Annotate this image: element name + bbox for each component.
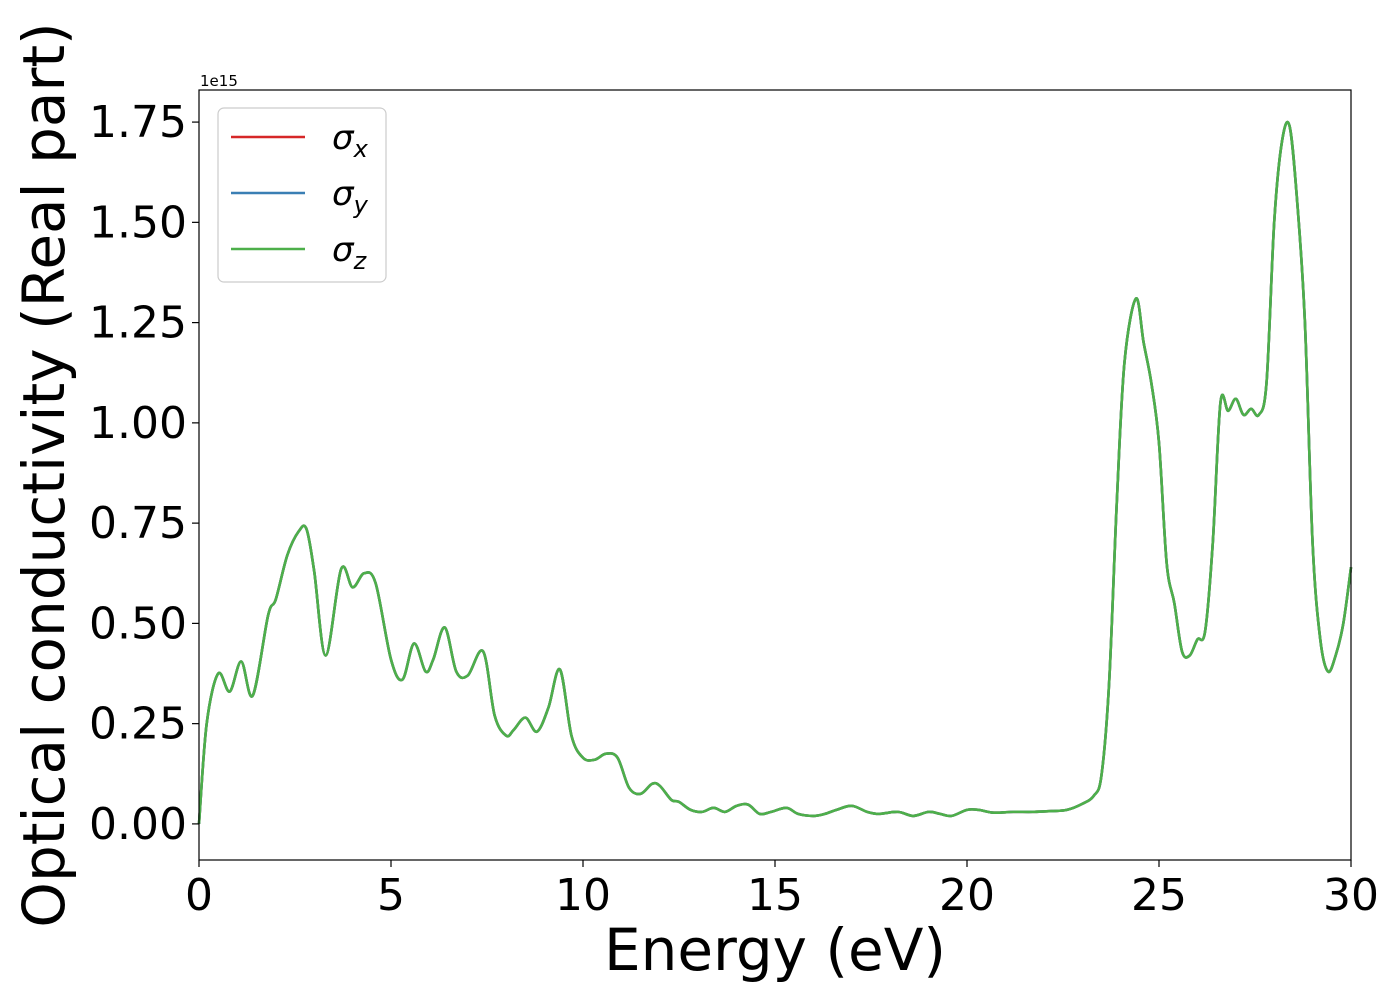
- y-tick-label: 1.00: [89, 398, 187, 449]
- series-lines: [197, 120, 1353, 825]
- y-tick-label: 1.75: [89, 97, 187, 148]
- legend-box: [217, 107, 387, 283]
- y-tick-label: 0.50: [89, 598, 187, 649]
- y-axis-title: Optical conductivity (Real part): [10, 22, 78, 927]
- y-tick-label: 0.00: [89, 799, 187, 850]
- y-tick-label: 1.25: [89, 298, 187, 349]
- x-tick-label: 30: [1323, 870, 1379, 921]
- legend-label-x: σx: [332, 118, 369, 163]
- legend-label-y: σy: [332, 174, 369, 219]
- x-tick-label: 5: [377, 870, 405, 921]
- legend: σx σy σz: [217, 107, 387, 283]
- x-tick-label: 10: [555, 870, 611, 921]
- y-tick-label: 1.50: [89, 197, 187, 248]
- y-offset-text: 1e15: [200, 72, 238, 90]
- x-axis-title: Energy (eV): [604, 916, 946, 984]
- y-tick-label: 0.25: [89, 699, 187, 750]
- x-tick-label: 0: [185, 870, 213, 921]
- legend-label-z: σz: [332, 230, 368, 275]
- y-tick-label: 0.75: [89, 498, 187, 549]
- y-axis-ticks: 0.00 0.25 0.50 0.75 1.00 1.25 1.50 1.75: [89, 97, 199, 850]
- x-axis-ticks: 0 5 10 15 20 25 30: [185, 860, 1379, 921]
- series-line-z: [197, 120, 1353, 825]
- x-tick-label: 15: [747, 870, 803, 921]
- x-tick-label: 25: [1131, 870, 1187, 921]
- x-tick-label: 20: [939, 870, 995, 921]
